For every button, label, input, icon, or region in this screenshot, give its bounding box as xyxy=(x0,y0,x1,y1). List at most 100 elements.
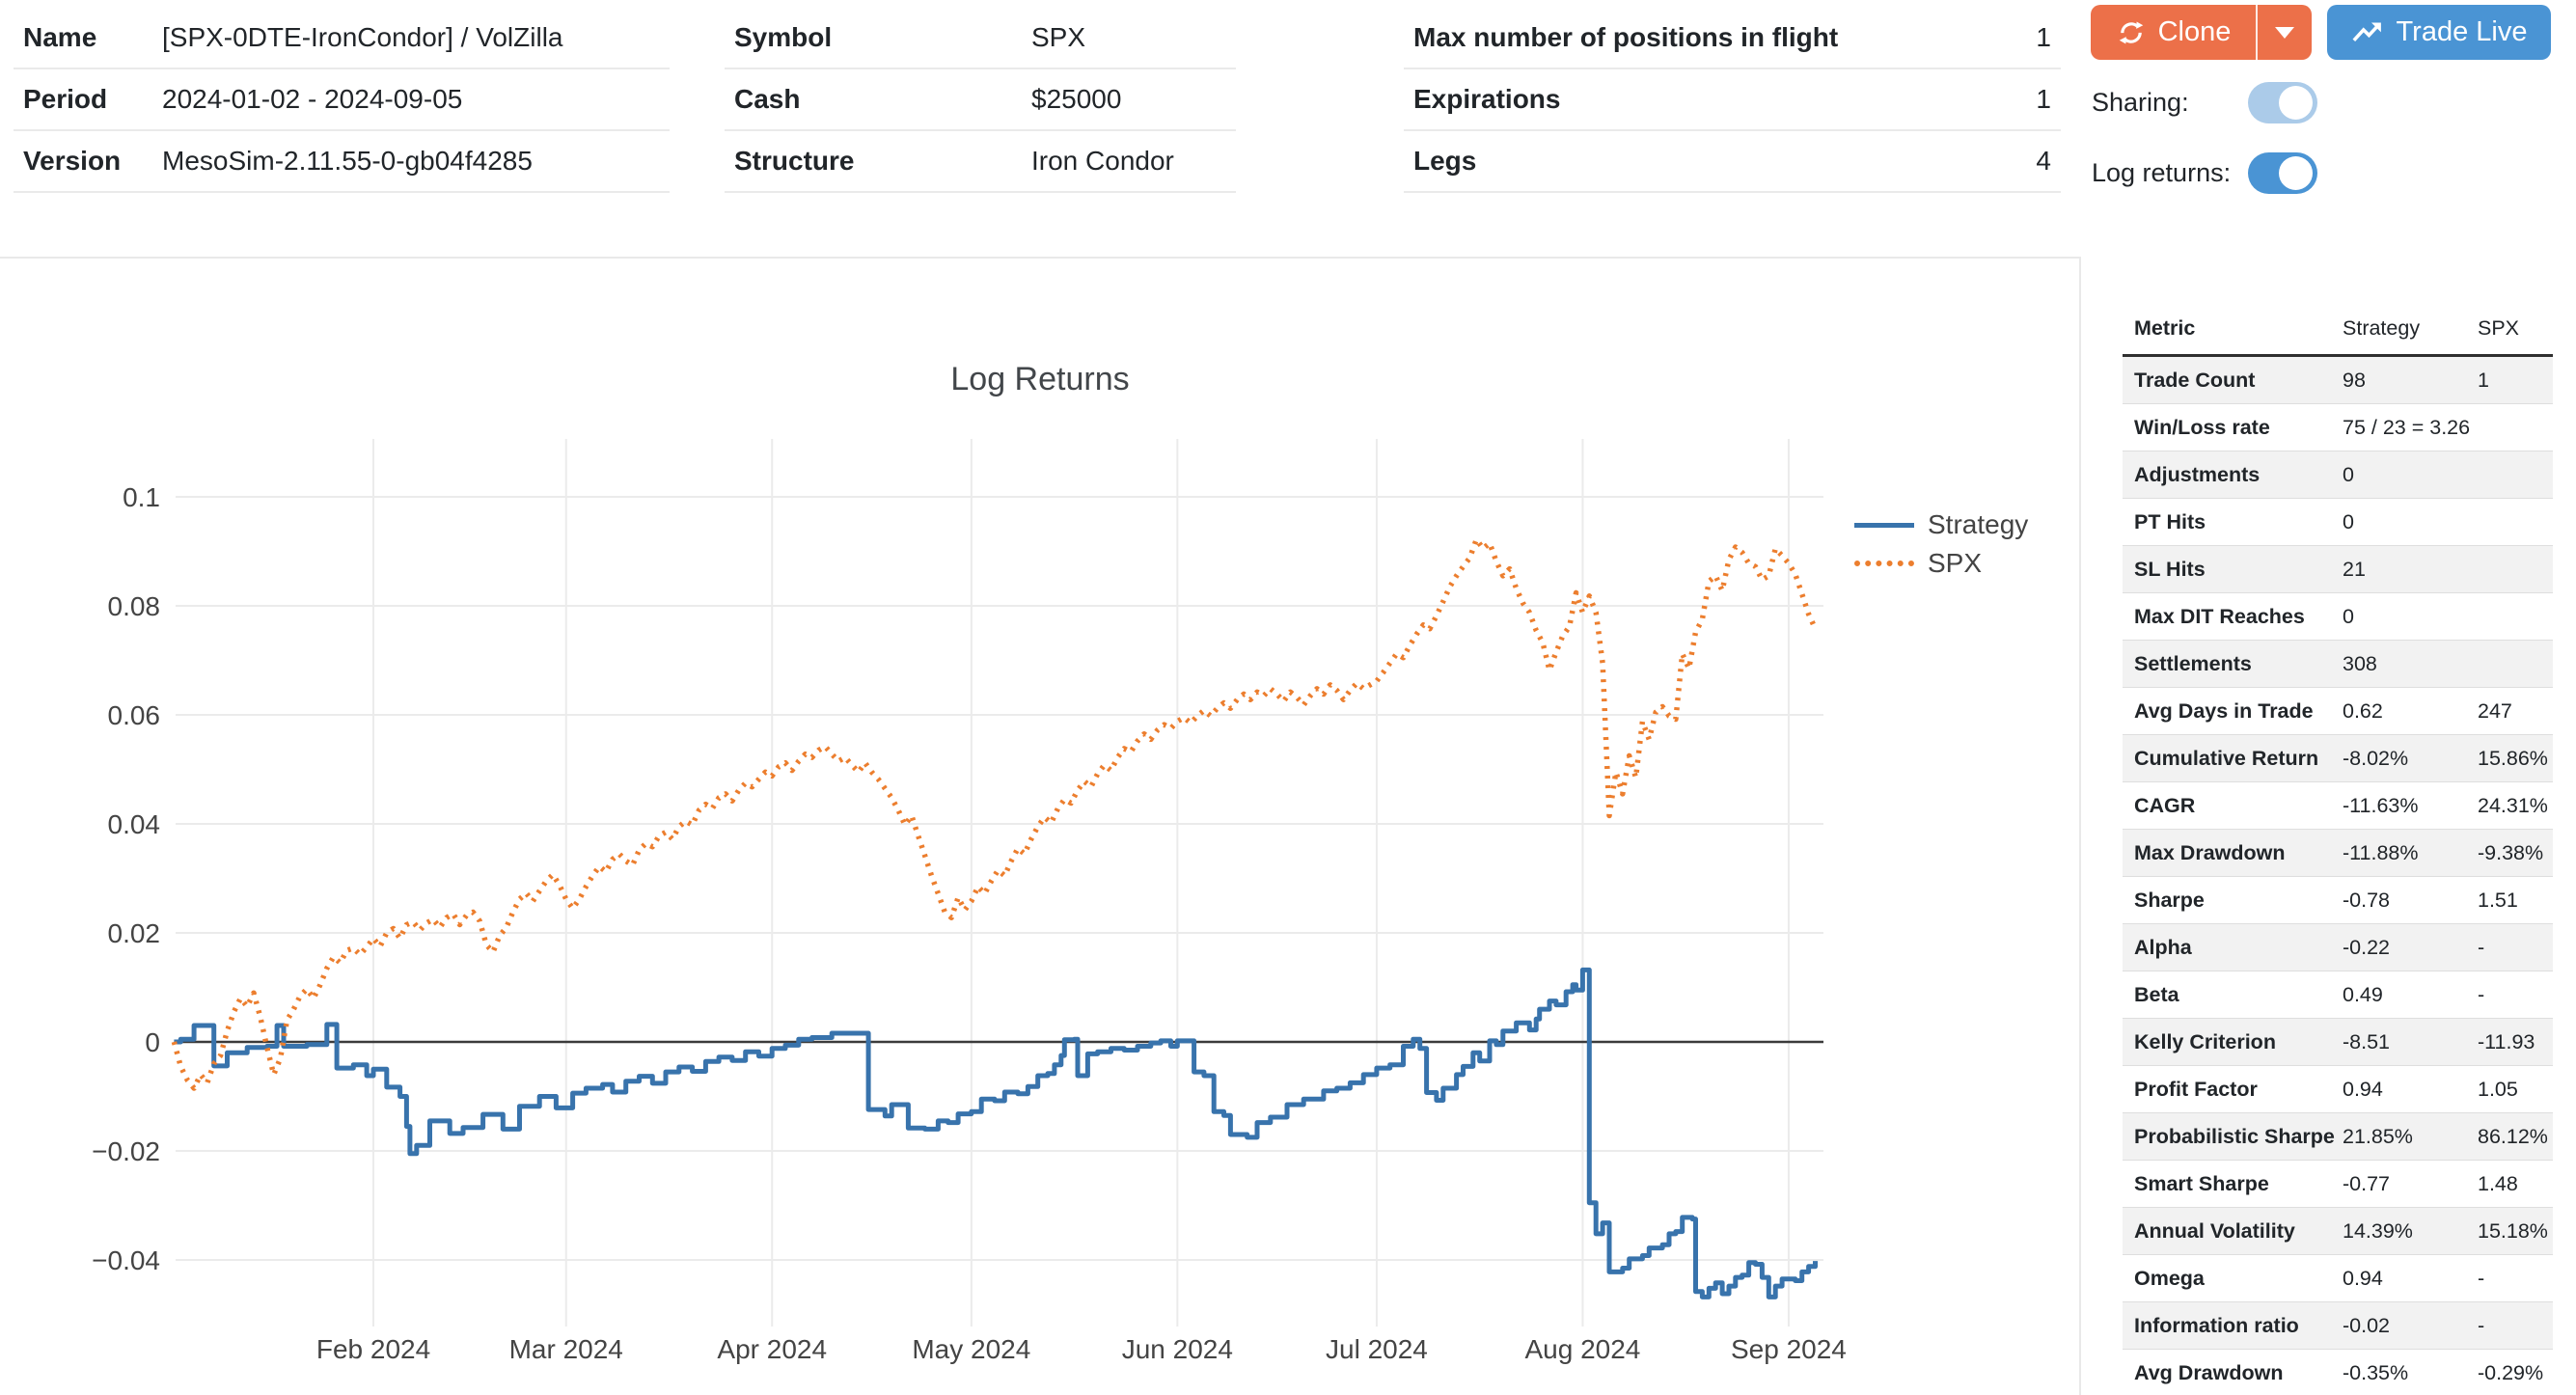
metric-name: Max DIT Reaches xyxy=(2134,604,2305,628)
clone-split-button: Clone xyxy=(2091,5,2312,60)
metric-value: -0.29% xyxy=(2478,1360,2544,1384)
metric-value: -0.02 xyxy=(2343,1313,2391,1337)
field-row-name: Name [SPX-0DTE-IronCondor] / VolZilla xyxy=(14,8,670,69)
log-returns-row: Log returns: xyxy=(2092,152,2317,194)
trending-up-icon xyxy=(2352,22,2381,41)
metric-value: - xyxy=(2478,935,2485,959)
metric-value: 0.94 xyxy=(2343,1077,2383,1101)
clone-button[interactable]: Clone xyxy=(2091,5,2256,60)
metric-value: -0.78 xyxy=(2343,888,2391,912)
metric-name: SL Hits xyxy=(2134,557,2206,581)
clone-dropdown-button[interactable] xyxy=(2256,5,2312,60)
field-label: Max number of positions in flight xyxy=(1413,22,1839,52)
svg-text:Jun 2024: Jun 2024 xyxy=(1122,1334,1233,1364)
table-row: Avg Days in Trade 0.62 247 xyxy=(2123,688,2553,735)
field-row-expirations: Expirations 1 xyxy=(1404,69,2061,131)
legend-label: Strategy xyxy=(1928,509,2029,539)
table-row: Information ratio -0.02 - xyxy=(2123,1302,2553,1350)
table-row: Beta 0.49 - xyxy=(2123,971,2553,1019)
field-label: Version xyxy=(23,146,122,176)
metric-value: 0.62 xyxy=(2343,698,2383,723)
toggle-knob xyxy=(2279,86,2313,120)
metric-value: -11.88% xyxy=(2343,840,2419,864)
table-row: Annual Volatility 14.39% 15.18% xyxy=(2123,1208,2553,1255)
metric-value: 86.12% xyxy=(2478,1124,2548,1148)
header-table-left: Name [SPX-0DTE-IronCondor] / VolZilla Pe… xyxy=(14,8,670,193)
metric-name: Cumulative Return xyxy=(2134,746,2319,770)
metric-name: Kelly Criterion xyxy=(2134,1029,2276,1053)
field-row-symbol: Symbol SPX xyxy=(725,8,1236,69)
table-row: Win/Loss rate 75 / 23 = 3.26 xyxy=(2123,404,2553,451)
table-row: Adjustments 0 xyxy=(2123,451,2553,499)
svg-text:Apr 2024: Apr 2024 xyxy=(717,1334,827,1364)
field-value: 4 xyxy=(2036,146,2051,176)
log-returns-toggle[interactable] xyxy=(2248,152,2317,194)
field-value: 1 xyxy=(2036,22,2051,52)
column-header-strategy: Strategy xyxy=(2343,316,2421,340)
chart-legend: Strategy SPX xyxy=(1854,506,2028,583)
clone-button-label: Clone xyxy=(2157,16,2232,47)
chart-title: Log Returns xyxy=(950,361,1130,397)
field-row-version: Version MesoSim-2.11.55-0-gb04f4285 xyxy=(14,131,670,193)
table-row: Trade Count 98 1 xyxy=(2123,357,2553,404)
table-row: Max DIT Reaches 0 xyxy=(2123,593,2553,641)
column-header-metric: Metric xyxy=(2134,316,2196,340)
metric-value: 14.39% xyxy=(2343,1218,2413,1243)
trade-live-button-label: Trade Live xyxy=(2396,16,2528,47)
metric-value: -9.38% xyxy=(2478,840,2544,864)
metric-name: PT Hits xyxy=(2134,509,2206,533)
table-row: Avg Drawdown -0.35% -0.29% xyxy=(2123,1350,2553,1395)
table-row: Smart Sharpe -0.77 1.48 xyxy=(2123,1161,2553,1208)
metric-value: - xyxy=(2478,1266,2485,1290)
metric-value: -0.35% xyxy=(2343,1360,2409,1384)
metric-value: 247 xyxy=(2478,698,2512,723)
metric-value: 75 / 23 = 3.26 xyxy=(2343,415,2471,439)
metric-value: 0 xyxy=(2343,509,2354,533)
metric-value: 1 xyxy=(2478,368,2489,392)
svg-text:0.1: 0.1 xyxy=(123,482,160,512)
svg-text:−0.02: −0.02 xyxy=(92,1136,160,1166)
trade-live-button[interactable]: Trade Live xyxy=(2327,5,2551,60)
header-table-right: Max number of positions in flight 1 Expi… xyxy=(1404,8,2061,193)
metric-value: 24.31% xyxy=(2478,793,2548,817)
metric-name: Beta xyxy=(2134,982,2179,1006)
metric-value: - xyxy=(2478,1313,2485,1337)
table-row: Kelly Criterion -8.51 -11.93 xyxy=(2123,1019,2553,1066)
svg-text:0.08: 0.08 xyxy=(108,591,161,621)
table-row: Omega 0.94 - xyxy=(2123,1255,2553,1302)
metric-value: 21 xyxy=(2343,557,2366,581)
field-value: 2024-01-02 - 2024-09-05 xyxy=(162,84,463,114)
metric-name: CAGR xyxy=(2134,793,2196,817)
metric-value: -0.77 xyxy=(2343,1171,2391,1195)
metric-name: Max Drawdown xyxy=(2134,840,2286,864)
metric-name: Omega xyxy=(2134,1266,2205,1290)
metric-name: Sharpe xyxy=(2134,888,2205,912)
metric-value: 0.49 xyxy=(2343,982,2383,1006)
metric-name: Avg Days in Trade xyxy=(2134,698,2314,723)
metric-name: Smart Sharpe xyxy=(2134,1171,2269,1195)
metrics-table-header: Metric Strategy SPX xyxy=(2123,307,2553,357)
legend-item-spx[interactable]: SPX xyxy=(1854,544,2028,583)
sharing-toggle[interactable] xyxy=(2248,82,2317,123)
header-table-middle: Symbol SPX Cash $25000 Structure Iron Co… xyxy=(725,8,1236,193)
metric-name: Alpha xyxy=(2134,935,2192,959)
metric-value: -8.02% xyxy=(2343,746,2409,770)
metric-value: -11.93 xyxy=(2478,1029,2535,1053)
svg-text:Sep 2024: Sep 2024 xyxy=(1731,1334,1847,1364)
svg-text:Aug 2024: Aug 2024 xyxy=(1524,1334,1640,1364)
svg-text:0.02: 0.02 xyxy=(108,918,161,948)
field-row-max-positions: Max number of positions in flight 1 xyxy=(1404,8,2061,69)
metric-value: -8.51 xyxy=(2343,1029,2391,1053)
metric-name: Adjustments xyxy=(2134,462,2261,486)
metric-value: -11.63% xyxy=(2343,793,2419,817)
field-label: Expirations xyxy=(1413,84,1561,114)
table-row: Cumulative Return -8.02% 15.86% xyxy=(2123,735,2553,782)
clone-sync-icon xyxy=(2119,21,2143,43)
panel-divider xyxy=(2079,257,2081,1395)
legend-item-strategy[interactable]: Strategy xyxy=(1854,506,2028,544)
field-label: Structure xyxy=(734,146,855,176)
field-label: Period xyxy=(23,84,108,114)
strategy-line-swatch xyxy=(1854,522,1914,528)
table-row: Alpha -0.22 - xyxy=(2123,924,2553,971)
